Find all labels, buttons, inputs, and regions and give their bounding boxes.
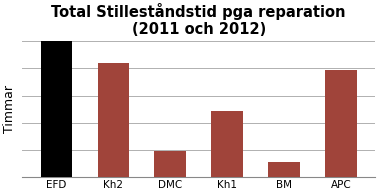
Bar <box>155 151 186 177</box>
Bar <box>40 0 72 177</box>
Bar <box>268 162 300 177</box>
Y-axis label: Timmar: Timmar <box>3 85 16 133</box>
Bar <box>325 70 357 177</box>
Title: Total Stilleståndstid pga reparation
(2011 och 2012): Total Stilleståndstid pga reparation (20… <box>51 3 346 37</box>
Bar <box>98 63 129 177</box>
Bar <box>211 112 243 177</box>
